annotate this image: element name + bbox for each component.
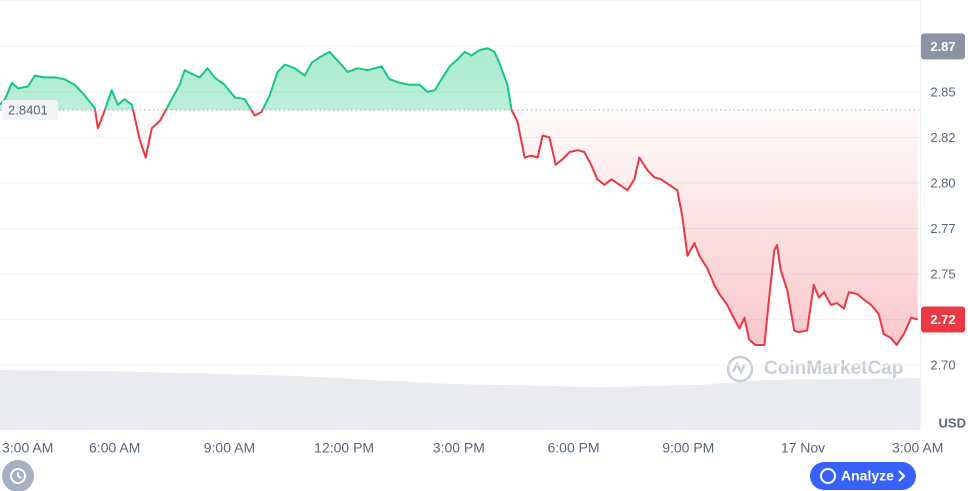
y-tick-label: 2.70 (930, 357, 955, 372)
watermark: CoinMarketCap (726, 355, 903, 383)
analyze-label[interactable]: Analyze (841, 468, 894, 484)
x-tick-label: 9:00 PM (662, 440, 714, 456)
baseline-label-bg (2, 99, 58, 120)
y-tick-label: 2.77 (930, 221, 955, 236)
x-tick-label: 12:00 PM (314, 440, 374, 456)
baseline-label: 2.8401 (8, 102, 48, 117)
y-tick-label: 2.75 (930, 266, 955, 281)
x-tick-label: 3:00 AM (892, 440, 943, 456)
y-tick-label: 2.82 (930, 130, 955, 145)
x-tick-label: 3:00 AM (2, 440, 53, 456)
y-tick-label: 2.85 (930, 84, 955, 99)
currency-label: USD (939, 415, 966, 430)
price-line (0, 47, 918, 346)
price-badge (921, 306, 965, 333)
plot (0, 47, 918, 346)
x-tick-label: 3:00 PM (433, 440, 485, 456)
analyze-button[interactable]: Analyze (810, 462, 916, 490)
y-tick-label: 2.87 (930, 39, 955, 54)
x-tick-label: 9:00 AM (204, 440, 255, 456)
history-button[interactable] (2, 460, 34, 491)
watermark-text: CoinMarketCap (764, 358, 903, 379)
x-tick-label: 6:00 AM (89, 440, 140, 456)
price-badge (921, 33, 965, 60)
volume-area (0, 370, 920, 430)
y-tick-label: 2.72 (930, 312, 955, 327)
x-tick-label: 6:00 PM (547, 440, 599, 456)
price-area (0, 48, 918, 345)
x-tick-label: 17 Nov (781, 440, 825, 456)
y-tick-label: 2.80 (930, 175, 955, 190)
